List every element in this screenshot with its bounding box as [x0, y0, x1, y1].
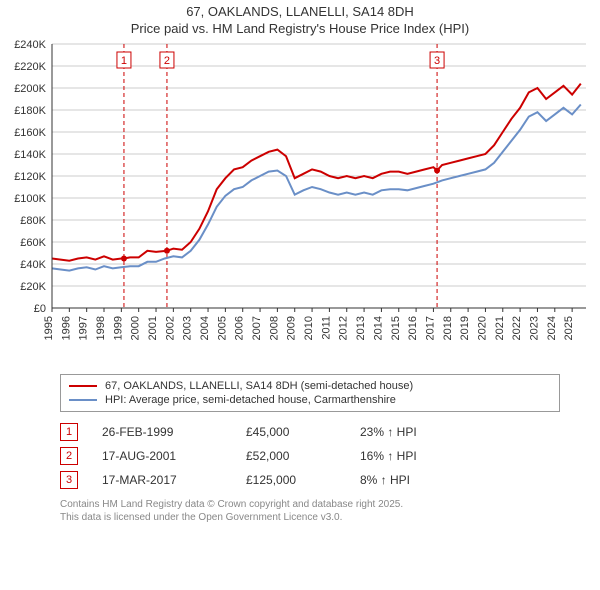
sale-hpi-delta: 8% ↑ HPI [360, 473, 410, 487]
footer-line2: This data is licensed under the Open Gov… [60, 511, 560, 524]
x-tick-label: 2009 [286, 316, 298, 340]
attribution-footer: Contains HM Land Registry data © Crown c… [60, 498, 560, 524]
chart-title-block: 67, OAKLANDS, LLANELLI, SA14 8DH Price p… [0, 0, 600, 38]
x-tick-label: 2012 [338, 316, 350, 340]
x-tick-label: 2008 [268, 316, 280, 340]
sale-row: 1 26-FEB-1999 £45,000 23% ↑ HPI [60, 420, 560, 444]
x-tick-label: 2019 [459, 316, 471, 340]
legend-swatch [69, 385, 97, 387]
sale-price: £125,000 [246, 473, 336, 487]
x-tick-label: 1997 [78, 316, 90, 340]
x-tick-label: 2000 [130, 316, 142, 340]
x-tick-label: 2023 [528, 316, 540, 340]
sales-table: 1 26-FEB-1999 £45,000 23% ↑ HPI 2 17-AUG-2001… [60, 420, 560, 492]
sale-row: 2 17-AUG-2001 £52,000 16% ↑ HPI [60, 444, 560, 468]
y-tick-label: £40K [20, 259, 46, 271]
chart-container: £0 £20K £40K £60K £80K £100K £120K £140K £160K £1… [0, 38, 600, 368]
y-tick-label: £20K [20, 281, 46, 293]
y-tick-label: £180K [14, 105, 46, 117]
x-tick-label: 2018 [442, 316, 454, 340]
x-tick-label: 2016 [407, 316, 419, 340]
x-tick-label: 2015 [390, 316, 402, 340]
x-tick-label: 2021 [494, 316, 506, 340]
y-tick-label: £140K [14, 149, 46, 161]
sale-marker-number: 2 [164, 55, 170, 67]
x-tick-label: 2002 [164, 316, 176, 340]
y-tick-label: £160K [14, 127, 46, 139]
sale-point [434, 167, 440, 173]
sale-hpi-delta: 23% ↑ HPI [360, 425, 417, 439]
footer-line1: Contains HM Land Registry data © Crown c… [60, 498, 560, 511]
legend: 67, OAKLANDS, LLANELLI, SA14 8DH (semi-d… [60, 374, 560, 412]
x-tick-label: 2013 [355, 316, 367, 340]
x-tick-label: 2025 [563, 316, 575, 340]
sale-marker-number: 1 [121, 55, 127, 67]
price-chart: £0 £20K £40K £60K £80K £100K £120K £140K £160K £1… [0, 38, 600, 368]
x-tick-label: 2006 [234, 316, 246, 340]
legend-row: 67, OAKLANDS, LLANELLI, SA14 8DH (semi-d… [69, 379, 551, 393]
x-tick-label: 2017 [424, 316, 436, 340]
x-tick-label: 1999 [112, 316, 124, 340]
sale-marker-number: 3 [434, 55, 440, 67]
sale-price: £45,000 [246, 425, 336, 439]
legend-row: HPI: Average price, semi-detached house,… [69, 393, 551, 407]
sale-row-marker: 3 [60, 471, 78, 489]
title-line1: 67, OAKLANDS, LLANELLI, SA14 8DH [0, 4, 600, 21]
legend-label: HPI: Average price, semi-detached house,… [105, 394, 396, 406]
sale-price: £52,000 [246, 449, 336, 463]
x-tick-label: 2011 [320, 316, 332, 340]
x-tick-label: 2020 [476, 316, 488, 340]
x-tick-label: 2010 [303, 316, 315, 340]
sale-date: 17-AUG-2001 [102, 449, 222, 463]
y-tick-label: £0 [34, 303, 46, 315]
sale-hpi-delta: 16% ↑ HPI [360, 449, 417, 463]
y-tick-label: £60K [20, 237, 46, 249]
sale-point [121, 255, 127, 261]
x-tick-label: 2003 [182, 316, 194, 340]
y-tick-label: £240K [14, 39, 46, 51]
x-tick-label: 2007 [251, 316, 263, 340]
sale-date: 17-MAR-2017 [102, 473, 222, 487]
y-tick-label: £200K [14, 83, 46, 95]
x-tick-label: 1995 [43, 316, 55, 340]
y-tick-label: £120K [14, 171, 46, 183]
x-tick-label: 2014 [372, 316, 384, 340]
x-tick-label: 2024 [546, 316, 558, 340]
sale-row-marker: 2 [60, 447, 78, 465]
sale-row-marker: 1 [60, 423, 78, 441]
x-tick-label: 1996 [60, 316, 72, 340]
legend-swatch [69, 399, 97, 401]
x-tick-label: 1998 [95, 316, 107, 340]
x-tick-label: 2004 [199, 316, 211, 340]
y-tick-label: £100K [14, 193, 46, 205]
sale-row: 3 17-MAR-2017 £125,000 8% ↑ HPI [60, 468, 560, 492]
sale-date: 26-FEB-1999 [102, 425, 222, 439]
y-tick-label: £220K [14, 61, 46, 73]
sale-point [164, 248, 170, 254]
x-tick-label: 2005 [216, 316, 228, 340]
title-line2: Price paid vs. HM Land Registry's House … [0, 21, 600, 38]
x-tick-label: 2022 [511, 316, 523, 340]
y-tick-label: £80K [20, 215, 46, 227]
x-tick-label: 2001 [147, 316, 159, 340]
legend-label: 67, OAKLANDS, LLANELLI, SA14 8DH (semi-d… [105, 380, 413, 392]
